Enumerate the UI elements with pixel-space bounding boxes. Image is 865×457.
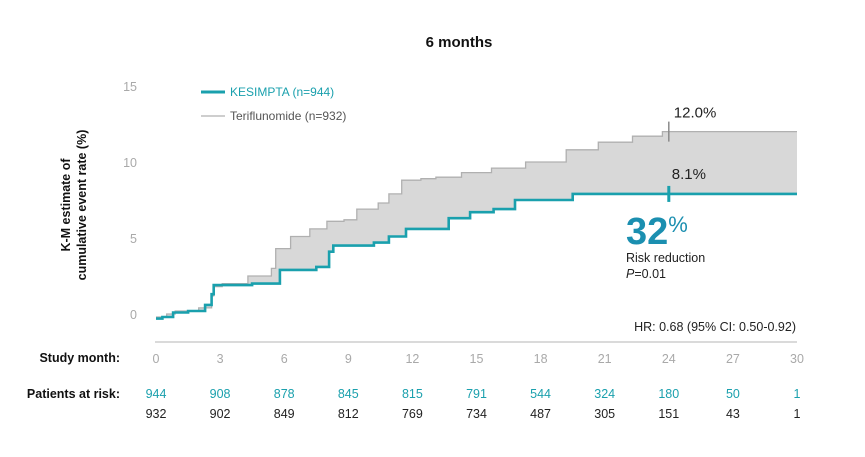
x-tick-label: 18 bbox=[534, 352, 548, 366]
risk-teriflunomide-value: 902 bbox=[210, 407, 231, 421]
risk-kesimpta-value: 544 bbox=[530, 387, 551, 401]
y-tick-label: 0 bbox=[130, 308, 137, 322]
risk-teriflunomide-value: 734 bbox=[466, 407, 487, 421]
difference-shading bbox=[156, 131, 797, 319]
x-tick-label: 3 bbox=[217, 352, 224, 366]
y-axis-label-line1: K-M estimate of bbox=[59, 158, 73, 252]
hazard-ratio: HR: 0.68 (95% CI: 0.50-0.92) bbox=[634, 320, 796, 334]
x-tick-label: 21 bbox=[598, 352, 612, 366]
risk-teriflunomide-value: 849 bbox=[274, 407, 295, 421]
risk-teriflunomide-value: 932 bbox=[146, 407, 167, 421]
legend: KESIMPTA (n=944) Teriflunomide (n=932) bbox=[201, 85, 346, 123]
y-tick-label: 5 bbox=[130, 232, 137, 246]
risk-kesimpta-value: 791 bbox=[466, 387, 487, 401]
legend-teriflunomide-label: Teriflunomide (n=932) bbox=[230, 109, 346, 123]
y-axis-label-line2: cumulative event rate (%) bbox=[75, 130, 89, 281]
risk-kesimpta-value: 1 bbox=[794, 387, 801, 401]
y-tick-labels: 0 5 10 15 bbox=[123, 80, 137, 322]
risk-row-kesimpta: 944 908 878 845 815 791 544 324 180 50 1 bbox=[146, 387, 801, 401]
patients-at-risk-label: Patients at risk: bbox=[27, 387, 120, 401]
x-tick-label: 6 bbox=[281, 352, 288, 366]
risk-reduction-percent: % bbox=[668, 212, 688, 237]
risk-teriflunomide-value: 812 bbox=[338, 407, 359, 421]
y-tick-label: 15 bbox=[123, 80, 137, 94]
y-tick-label: 10 bbox=[123, 156, 137, 170]
risk-teriflunomide-value: 769 bbox=[402, 407, 423, 421]
risk-teriflunomide-value: 151 bbox=[658, 407, 679, 421]
p-value: P=0.01 bbox=[626, 267, 666, 281]
risk-teriflunomide-value: 43 bbox=[726, 407, 740, 421]
risk-reduction-number: 32 bbox=[626, 211, 668, 253]
x-tick-label: 0 bbox=[153, 352, 160, 366]
risk-kesimpta-value: 845 bbox=[338, 387, 359, 401]
risk-kesimpta-value: 50 bbox=[726, 387, 740, 401]
y-axis-label: K-M estimate of cumulative event rate (%… bbox=[59, 130, 89, 281]
risk-kesimpta-value: 324 bbox=[594, 387, 615, 401]
x-tick-label: 24 bbox=[662, 352, 676, 366]
x-axis-label: Study month: bbox=[39, 351, 120, 365]
kesimpta-end-label: 8.1% bbox=[672, 166, 706, 183]
p-value-prefix: P bbox=[626, 267, 635, 281]
risk-reduction-label: Risk reduction bbox=[626, 251, 705, 265]
x-tick-label: 15 bbox=[470, 352, 484, 366]
risk-kesimpta-value: 908 bbox=[210, 387, 231, 401]
risk-row-teriflunomide: 932 902 849 812 769 734 487 305 151 43 1 bbox=[146, 407, 801, 421]
p-value-rest: =0.01 bbox=[634, 267, 666, 281]
x-tick-label: 12 bbox=[405, 352, 419, 366]
x-tick-label: 27 bbox=[726, 352, 740, 366]
x-tick-labels: 0 3 6 9 12 15 18 21 24 27 30 bbox=[153, 352, 804, 366]
x-tick-label: 9 bbox=[345, 352, 352, 366]
risk-kesimpta-value: 878 bbox=[274, 387, 295, 401]
risk-teriflunomide-value: 487 bbox=[530, 407, 551, 421]
chart-title: 6 months bbox=[426, 34, 493, 51]
teriflunomide-end-label: 12.0% bbox=[674, 105, 717, 122]
risk-teriflunomide-value: 305 bbox=[594, 407, 615, 421]
risk-reduction-value: 32% bbox=[626, 211, 688, 253]
x-tick-label: 30 bbox=[790, 352, 804, 366]
legend-kesimpta-label: KESIMPTA (n=944) bbox=[230, 85, 334, 99]
risk-kesimpta-value: 180 bbox=[658, 387, 679, 401]
risk-kesimpta-value: 815 bbox=[402, 387, 423, 401]
risk-kesimpta-value: 944 bbox=[146, 387, 167, 401]
kesimpta-line bbox=[156, 192, 797, 320]
risk-teriflunomide-value: 1 bbox=[794, 407, 801, 421]
